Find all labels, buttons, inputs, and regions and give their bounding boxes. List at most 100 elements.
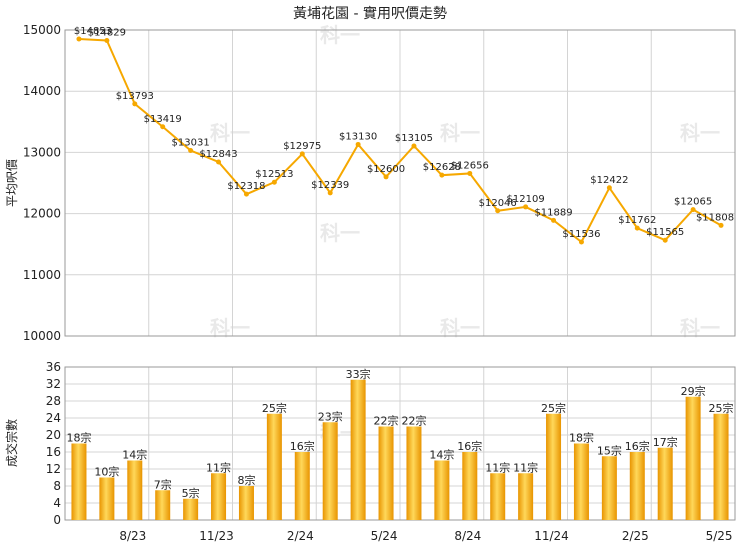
volume-y-ticks: 0 4 8 12 16 20 24 28 32 36 bbox=[46, 360, 61, 527]
volume-y-tick-label: 28 bbox=[46, 394, 61, 408]
watermark-text: 科一 bbox=[210, 121, 250, 145]
x-tick-label: 5/24 bbox=[371, 529, 398, 543]
volume-bar bbox=[546, 413, 562, 520]
volume-y-tick-label: 8 bbox=[53, 479, 61, 493]
price-data-label: $12513 bbox=[255, 169, 293, 180]
volume-bar bbox=[601, 456, 617, 520]
volume-bar bbox=[183, 498, 199, 520]
volume-data-label: 11宗 bbox=[206, 460, 231, 474]
volume-data-label: 16宗 bbox=[625, 439, 650, 453]
price-data-label: $14853 bbox=[74, 26, 112, 37]
price-plot-frame bbox=[64, 29, 736, 337]
volume-data-label: 14宗 bbox=[429, 448, 454, 462]
price-data-label: $11536 bbox=[562, 229, 600, 240]
volume-y-tick-label: 12 bbox=[46, 462, 61, 476]
price-data-labels: $14853$14829 $13793 $13419 $13031$12843 $123… bbox=[74, 26, 734, 240]
price-point bbox=[216, 159, 222, 165]
price-point bbox=[662, 237, 668, 243]
price-y-tick-label: 11000 bbox=[23, 268, 61, 282]
volume-data-label: 7宗 bbox=[154, 477, 172, 491]
chart-title: 黃埔花園 - 實用呎價走勢 bbox=[293, 5, 447, 22]
price-y-tick-label: 10000 bbox=[23, 329, 61, 343]
price-point bbox=[467, 170, 473, 176]
price-point bbox=[551, 217, 557, 223]
price-point bbox=[243, 191, 249, 197]
volume-data-label: 23宗 bbox=[318, 409, 343, 423]
volume-data-label: 16宗 bbox=[290, 439, 315, 453]
price-point bbox=[606, 185, 612, 191]
volume-bar bbox=[629, 452, 645, 520]
x-tick-label: 5/25 bbox=[706, 529, 733, 543]
price-y-tick-label: 13000 bbox=[23, 145, 61, 159]
price-data-label: $12109 bbox=[507, 194, 545, 205]
volume-data-label: 22宗 bbox=[401, 414, 426, 428]
volume-bar bbox=[238, 486, 254, 520]
volume-bar bbox=[573, 443, 589, 520]
price-data-label: $13031 bbox=[172, 138, 210, 149]
volume-bar bbox=[434, 460, 450, 520]
price-data-label: $13130 bbox=[339, 131, 377, 142]
volume-bar bbox=[378, 426, 394, 520]
price-data-label: $12975 bbox=[283, 141, 321, 152]
volume-data-label: 25宗 bbox=[709, 401, 734, 415]
volume-data-label: 25宗 bbox=[262, 401, 287, 415]
volume-data-label: 14宗 bbox=[122, 448, 147, 462]
volume-data-label: 18宗 bbox=[569, 431, 594, 445]
watermark-text: 科一 bbox=[320, 221, 360, 245]
volume-y-tick-label: 4 bbox=[53, 496, 61, 510]
volume-data-label: 33宗 bbox=[346, 367, 371, 381]
x-tick-label: 11/23 bbox=[199, 529, 234, 543]
volume-bar bbox=[490, 473, 506, 520]
price-data-label: $11889 bbox=[534, 207, 572, 218]
volume-bar bbox=[266, 413, 282, 520]
volume-data-label: 22宗 bbox=[374, 414, 399, 428]
price-data-label: $13419 bbox=[144, 114, 182, 125]
volume-bar bbox=[127, 460, 143, 520]
volume-y-tick-label: 16 bbox=[46, 445, 61, 459]
volume-bar bbox=[71, 443, 87, 520]
watermark-text: 科一 bbox=[440, 121, 480, 145]
price-point bbox=[104, 37, 110, 43]
volume-bar bbox=[294, 452, 310, 520]
price-y-tick-label: 12000 bbox=[23, 207, 61, 221]
price-data-label: $12422 bbox=[590, 175, 628, 186]
price-point bbox=[299, 151, 305, 157]
price-y-tick-label: 15000 bbox=[23, 23, 61, 37]
volume-bar bbox=[406, 426, 422, 520]
volume-y-tick-label: 24 bbox=[46, 411, 61, 425]
price-point bbox=[690, 207, 696, 213]
price-y-ticks: 10000 11000 12000 13000 14000 15000 bbox=[23, 23, 61, 343]
price-data-label: $12046 bbox=[479, 198, 517, 209]
volume-bar bbox=[685, 396, 701, 520]
volume-y-tick-label: 32 bbox=[46, 377, 61, 391]
volume-bar bbox=[211, 473, 227, 520]
x-tick-label: 8/24 bbox=[454, 529, 481, 543]
price-data-label: $12628 bbox=[423, 162, 461, 173]
price-data-label: $12065 bbox=[674, 197, 712, 208]
price-point bbox=[523, 204, 529, 210]
x-axis-ticks: 8/23 11/23 2/24 5/24 8/24 11/24 2/25 5/25 bbox=[119, 529, 732, 543]
volume-bar bbox=[713, 413, 729, 520]
volume-bar bbox=[322, 422, 338, 520]
volume-y-axis-title: 成交宗數 bbox=[4, 419, 19, 467]
price-data-label: $12843 bbox=[199, 149, 237, 160]
price-data-label: $13793 bbox=[116, 91, 154, 102]
volume-data-label: 29宗 bbox=[681, 384, 706, 398]
price-point bbox=[132, 101, 138, 107]
price-point bbox=[383, 174, 389, 180]
price-data-label: $11808 bbox=[696, 212, 734, 223]
price-data-label: $12600 bbox=[367, 164, 405, 175]
x-tick-label: 2/25 bbox=[622, 529, 649, 543]
volume-data-label: 11宗 bbox=[485, 460, 510, 474]
x-tick-label: 11/24 bbox=[534, 529, 569, 543]
price-data-label: $11565 bbox=[646, 227, 684, 238]
volume-data-label: 5宗 bbox=[182, 486, 200, 500]
price-point bbox=[578, 239, 584, 245]
price-point bbox=[160, 124, 166, 130]
volume-data-label: 17宗 bbox=[653, 435, 678, 449]
volume-data-label: 10宗 bbox=[94, 465, 119, 479]
volume-plot-frame bbox=[64, 366, 736, 521]
